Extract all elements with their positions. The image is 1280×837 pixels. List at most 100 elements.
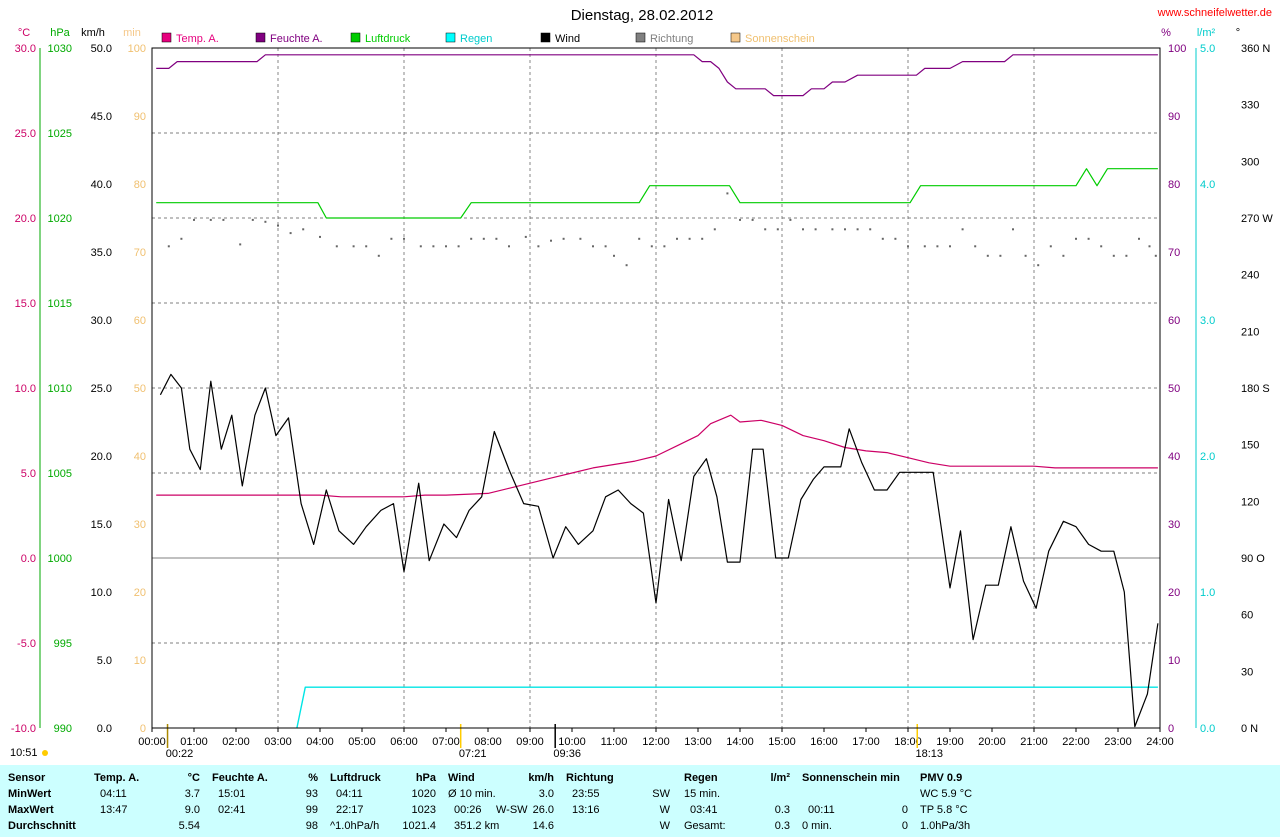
wind-header: Wind	[448, 772, 475, 784]
x-tick-label: 19:00	[936, 736, 964, 748]
rain-header-unit: l/m²	[770, 772, 790, 784]
direction-point	[831, 228, 834, 231]
sun-total-label: 0 min.	[802, 820, 832, 832]
direction-point	[688, 237, 691, 240]
x-tick-label: 01:00	[180, 736, 208, 748]
temp-tick-label: 30.0	[15, 43, 36, 55]
direction-point	[802, 228, 804, 231]
temp-tick-label: 25.0	[15, 128, 36, 140]
direction-point	[403, 237, 405, 240]
pressure-tick-label: 1005	[48, 468, 72, 480]
legend-swatch	[445, 32, 456, 43]
direction-tick-label: 0 N	[1241, 723, 1258, 735]
rain-tick-label: 3.0	[1200, 315, 1215, 327]
corner-time: 10:51	[10, 747, 38, 759]
sun-tick-label: 50	[134, 383, 146, 395]
direction-point	[1062, 254, 1065, 257]
direction-point	[193, 218, 195, 221]
rain-max-time: 03:41	[690, 804, 718, 816]
stats-sunshine: Sonnenschein min 00:11 0 0 min. 0	[802, 765, 908, 837]
temp-tick-label: 15.0	[15, 298, 36, 310]
direction-point	[894, 237, 897, 240]
direction-point	[495, 237, 498, 240]
direction-tick-label: 60	[1241, 610, 1253, 622]
wind-tick-label: 20.0	[91, 451, 112, 463]
pressure-line	[156, 168, 1158, 219]
temp-unit: °C	[18, 27, 30, 39]
direction-tick-label: 120	[1241, 496, 1259, 508]
direction-tick-label: 150	[1241, 440, 1259, 452]
legend-label: Luftdruck	[365, 33, 411, 45]
direction-point	[289, 232, 292, 235]
wind-tick-label: 0.0	[97, 723, 112, 735]
weather-chart: Dienstag, 28.02.2012 www.schneifelwetter…	[10, 7, 1274, 760]
direction-point	[432, 245, 435, 248]
sun-tick-label: 10	[134, 655, 146, 667]
direction-point	[701, 237, 704, 240]
direction-point	[1100, 245, 1103, 248]
direction-tick-label: 240	[1241, 270, 1259, 282]
temp-tick-label: 20.0	[15, 213, 36, 225]
direction-point	[335, 245, 338, 248]
temp-tick-label: 10.0	[15, 383, 36, 395]
direction-point	[613, 254, 615, 257]
press-min-time: 04:11	[336, 788, 363, 800]
humidity-tick-label: 80	[1168, 179, 1180, 191]
legend-swatch	[255, 32, 266, 43]
legend-label: Richtung	[650, 33, 693, 45]
dir-min-value: SW	[652, 788, 670, 800]
rain-line	[296, 686, 1158, 729]
humidity-tick-label: 100	[1168, 43, 1186, 55]
direction-point	[923, 245, 926, 248]
direction-point	[776, 228, 779, 231]
direction-point	[1075, 237, 1077, 240]
dir-avg-value: W	[659, 820, 670, 832]
x-tick-label: 06:00	[390, 736, 418, 748]
rain-header: Regen	[684, 772, 718, 784]
series	[152, 54, 1160, 729]
humidity-tick-label: 10	[1168, 655, 1180, 667]
pressure-unit: hPa	[50, 27, 70, 39]
x-tick-label: 08:00	[474, 736, 502, 748]
stats-humidity: Feuchte A.% 15:01 93 02:41 99 98	[212, 765, 318, 837]
site-link[interactable]: www.schneifelwetter.de	[1157, 7, 1272, 19]
press-max-value: 1023	[411, 804, 436, 816]
legend-label: Sonnenschein	[745, 33, 815, 45]
stats-pmv: PMV 0.9 WC 5.9 °C TP 5.8 °C 1.0hPa/3h	[920, 765, 1030, 837]
temp-tick-label: -10.0	[11, 723, 36, 735]
direction-point	[592, 245, 594, 248]
direction-point	[844, 228, 846, 231]
direction-point	[907, 245, 909, 248]
sun-unit: min	[123, 27, 141, 39]
stats-wind: Wind km/h Ø 10 min. 3.0 00:26 W-SW 26.0 351.…	[448, 765, 554, 837]
wind-tick-label: 35.0	[91, 247, 112, 259]
wind-tick-label: 45.0	[91, 111, 112, 123]
rain-total-value: 0.3	[774, 820, 790, 832]
direction-point	[377, 254, 380, 257]
direction-point	[961, 228, 964, 231]
hum-max-value: 99	[305, 804, 318, 816]
direction-point	[1037, 264, 1040, 267]
x-tick-label: 03:00	[264, 736, 292, 748]
rain-tick-label: 4.0	[1200, 179, 1215, 191]
rain-unit: l/m²	[1197, 27, 1216, 39]
direction-point	[856, 228, 859, 231]
sun-total-value: 0	[901, 820, 908, 832]
hum-min-time: 15:01	[218, 788, 246, 800]
pressure-tick-label: 1020	[48, 213, 72, 225]
row-label-min: MinWert	[8, 788, 52, 800]
row-label-sensor: Sensor	[8, 772, 46, 784]
x-axis: 00:00 01:00 02:00 03:00 04:00 05:00 06:00 07:00…	[138, 728, 1174, 748]
wind-tick-label: 40.0	[91, 179, 112, 191]
direction-point	[1087, 237, 1090, 240]
direction-point	[239, 243, 242, 246]
humidity-line	[156, 54, 1158, 97]
direction-point	[676, 237, 678, 240]
direction-point	[457, 245, 460, 248]
hum-max-time: 02:41	[218, 804, 246, 816]
hum-min-value: 93	[305, 788, 318, 800]
direction-point	[550, 239, 552, 242]
direction-unit: °	[1236, 27, 1240, 39]
direction-point	[222, 218, 225, 221]
direction-point	[650, 245, 653, 248]
